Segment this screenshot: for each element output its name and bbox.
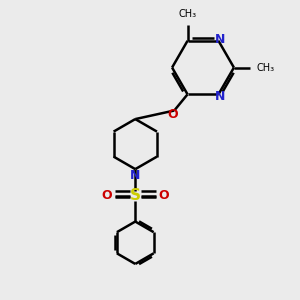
Text: O: O [158,189,169,202]
Text: N: N [215,32,225,46]
Text: S: S [130,188,141,203]
Text: O: O [101,189,112,202]
Text: N: N [130,169,140,182]
Text: N: N [215,90,225,103]
Text: CH₃: CH₃ [256,63,275,73]
Text: CH₃: CH₃ [178,9,196,19]
Text: O: O [167,108,178,121]
